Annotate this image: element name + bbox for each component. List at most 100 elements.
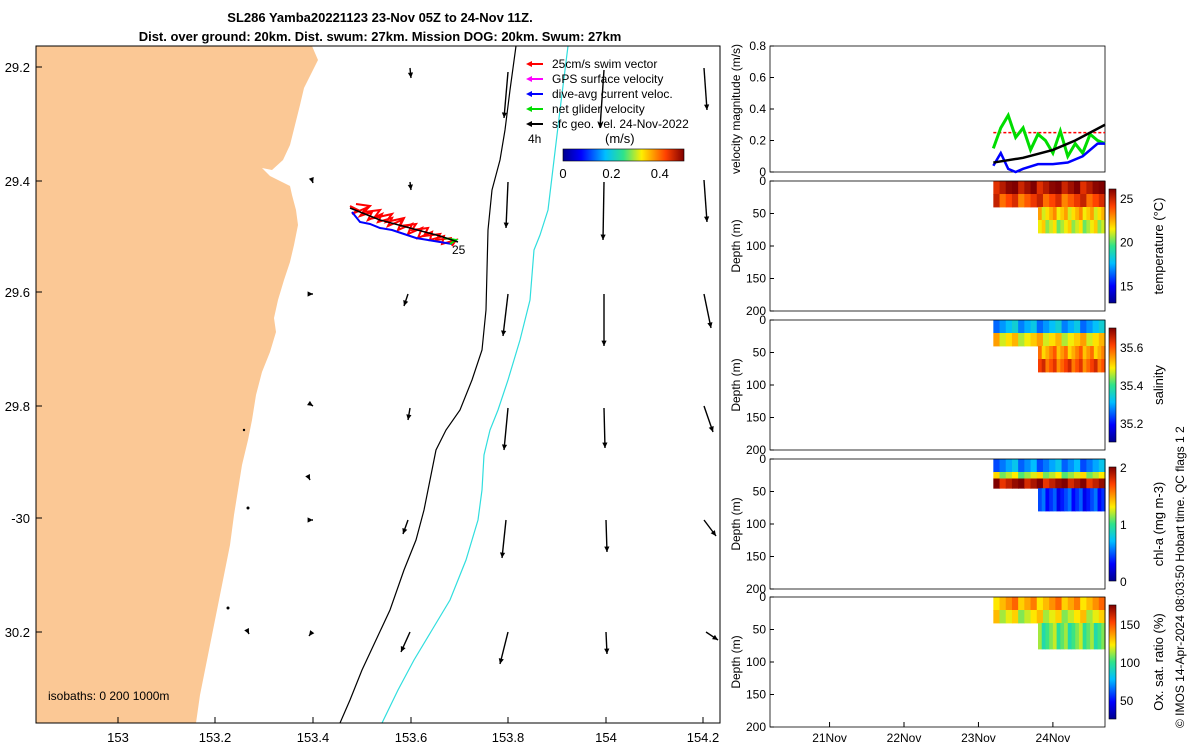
heatmap-cell xyxy=(1075,220,1080,234)
heatmap-cell xyxy=(1086,488,1091,512)
heatmap-cell xyxy=(1060,488,1065,512)
heatmap-cell xyxy=(1049,623,1054,650)
geo-velocity-arrow xyxy=(703,293,713,329)
heatmap-cell xyxy=(1052,488,1058,512)
heatmap-cell xyxy=(1078,359,1084,373)
heatmap-cell xyxy=(1092,459,1100,473)
colorbar-tick-label: 15 xyxy=(1120,279,1134,293)
heatmap-cell xyxy=(1093,623,1099,650)
heatmap-cell xyxy=(1042,194,1050,208)
geo-velocity-arrow xyxy=(403,293,409,307)
heatmap-cell xyxy=(1052,220,1058,234)
heatmap-cell xyxy=(1042,181,1050,195)
y-tick-label: 150 xyxy=(746,272,766,286)
heatmap-cell xyxy=(1055,610,1063,624)
heatmap-cell xyxy=(1101,220,1106,234)
heatmap-cell xyxy=(1078,623,1084,650)
y-tick-label: 0 xyxy=(759,590,766,604)
heatmap-cell xyxy=(1060,207,1065,221)
heatmap-cell xyxy=(1098,610,1106,624)
map-frame xyxy=(35,45,721,724)
heatmap-cell xyxy=(1005,333,1013,347)
heatmap-cell xyxy=(1060,346,1065,360)
heatmap-cell xyxy=(1071,220,1076,234)
heatmap-cell xyxy=(1041,488,1047,512)
heatmap-cell xyxy=(1075,623,1080,650)
heatmap-cell xyxy=(1060,359,1065,373)
heatmap-cell xyxy=(999,478,1007,489)
lon-tick-label: 153.6 xyxy=(395,730,428,745)
swim-vector-red-2 xyxy=(355,203,453,242)
heatmap-cell xyxy=(993,610,1001,624)
colorbar-tick-label: 0.2 xyxy=(602,166,620,181)
heatmap-cell xyxy=(1078,207,1084,221)
heatmap-cell xyxy=(1067,320,1075,334)
heatmap-cell xyxy=(993,472,1001,479)
heatmap-cell xyxy=(1042,597,1050,611)
heatmap-cell xyxy=(1018,478,1025,489)
geo-velocity-arrow xyxy=(501,407,509,451)
y-tick-label: 200 xyxy=(746,443,766,457)
heatmap-cell xyxy=(1036,181,1044,195)
lon-tick-label: 153.4 xyxy=(297,730,330,745)
geo-velocity-arrow xyxy=(703,67,710,111)
colorbar-tick-label: 35.4 xyxy=(1120,379,1144,393)
heatmap-cell xyxy=(1097,359,1102,373)
heatmap-cell xyxy=(1090,346,1095,360)
heatmap-cell xyxy=(1093,220,1099,234)
colorbar-tick-label: 2 xyxy=(1120,461,1127,475)
colorbar-tick-label: 100 xyxy=(1120,656,1140,670)
heatmap-cell xyxy=(1056,623,1061,650)
heatmap-cell xyxy=(1092,610,1100,624)
heatmap-cell xyxy=(1045,220,1050,234)
colorbar-units: (m/s) xyxy=(605,131,635,146)
heatmap-cell xyxy=(1056,359,1061,373)
heatmap-cell xyxy=(1030,610,1038,624)
heatmap-cell xyxy=(1086,346,1091,360)
heatmap-cell xyxy=(1042,478,1050,489)
time-tick-label: 21Nov xyxy=(812,731,847,745)
geo-velocity-arrow xyxy=(400,631,411,653)
heatmap-cell xyxy=(1086,478,1094,489)
geo-velocity-arrow xyxy=(703,405,714,433)
heatmap-cell xyxy=(1036,459,1044,473)
lat-tick-label: 30.2 xyxy=(5,625,30,640)
y-tick-label: 100 xyxy=(746,655,766,669)
heatmap-cell xyxy=(1005,610,1013,624)
heatmap-cell xyxy=(1067,472,1075,479)
heatmap-cell xyxy=(999,597,1007,611)
heatmap-cell xyxy=(1018,333,1025,347)
heatmap-cell xyxy=(1061,478,1069,489)
geo-velocity-arrow xyxy=(602,407,608,449)
y-tick-label: 100 xyxy=(746,239,766,253)
heatmap-cell xyxy=(1101,488,1106,512)
heatmap-cell xyxy=(999,333,1007,347)
heatmap-cell xyxy=(1049,207,1054,221)
y-tick-label: 0 xyxy=(759,174,766,188)
time-tick-label: 22Nov xyxy=(887,731,922,745)
y-tick-label: 0.6 xyxy=(749,71,766,85)
heatmap-cell xyxy=(1038,623,1043,650)
heatmap-cell xyxy=(999,610,1007,624)
geo-velocity-arrow xyxy=(402,519,409,535)
glider-path-black xyxy=(349,207,459,243)
heatmap-cell xyxy=(1049,333,1056,347)
heatmap-cell xyxy=(993,333,1001,347)
heatmap-cell xyxy=(1049,610,1056,624)
heatmap-cell xyxy=(999,181,1007,195)
heatmap-cell xyxy=(1067,478,1075,489)
colorbar-label: chl-a (mg m-3) xyxy=(1151,482,1166,567)
heatmap-cell xyxy=(1060,623,1065,650)
chla-heatmap xyxy=(993,459,1106,512)
heatmap-cell xyxy=(999,472,1007,479)
oxygen-colorbar xyxy=(1108,604,1117,720)
track-label: 25 xyxy=(452,243,466,257)
heatmap-cell xyxy=(1056,207,1061,221)
lon-tick-label: 153 xyxy=(107,730,129,745)
heatmap-cell xyxy=(1075,346,1080,360)
geo-velocity-arrow xyxy=(600,181,606,241)
heatmap-cell xyxy=(1018,597,1025,611)
heatmap-cell xyxy=(1086,320,1094,334)
heatmap-cell xyxy=(1024,472,1032,479)
y-tick-label: 150 xyxy=(746,411,766,425)
